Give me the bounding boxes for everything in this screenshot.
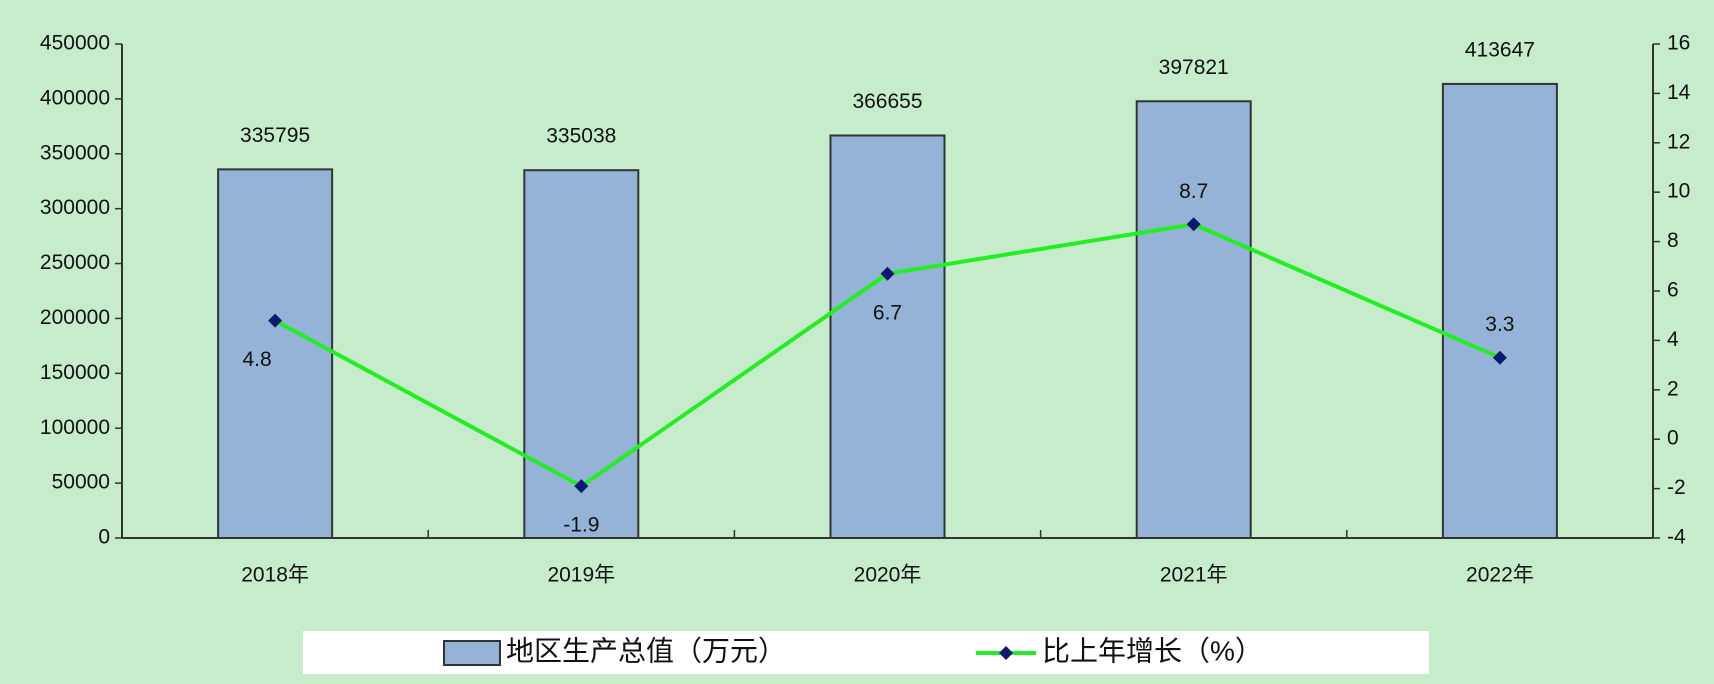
bar-value-label: 397821 xyxy=(1159,56,1229,79)
y-tick-label: 150000 xyxy=(40,361,110,384)
y-tick-label: 300000 xyxy=(40,196,110,219)
x-tick-label: 2020年 xyxy=(854,564,922,587)
y2-tick-label: 0 xyxy=(1667,427,1679,450)
y-tick-label: 350000 xyxy=(40,141,110,164)
y2-tick-label: 14 xyxy=(1667,81,1691,104)
y2-tick-label: -4 xyxy=(1667,526,1686,549)
line-marker xyxy=(880,266,895,281)
x-tick-label: 2019年 xyxy=(547,564,615,587)
line-value-label: 8.7 xyxy=(1179,180,1208,203)
y-tick-label: 250000 xyxy=(40,251,110,274)
y2-tick-label: 6 xyxy=(1667,279,1679,302)
bar xyxy=(217,168,334,539)
legend-label: 比上年增长（%） xyxy=(1042,635,1263,666)
y-tick-label: 50000 xyxy=(52,471,110,494)
y2-tick-label: 12 xyxy=(1667,130,1690,153)
line-marker xyxy=(574,479,589,494)
bar xyxy=(523,169,640,539)
x-tick-label: 2021年 xyxy=(1160,564,1228,587)
bar-value-label: 366655 xyxy=(852,90,922,113)
legend-swatch xyxy=(443,640,501,666)
y2-tick-label: 8 xyxy=(1667,229,1679,252)
x-tick-label: 2018年 xyxy=(241,564,309,587)
y2-tick-label: 10 xyxy=(1667,180,1690,203)
y-tick-label: 450000 xyxy=(40,32,110,55)
bar xyxy=(829,134,946,539)
line-marker xyxy=(268,313,283,328)
y2-tick-label: 4 xyxy=(1667,328,1679,351)
line-value-label: -1.9 xyxy=(563,514,599,537)
legend-label: 地区生产总值（万元） xyxy=(506,635,786,666)
bar xyxy=(1441,82,1558,540)
line-value-label: 3.3 xyxy=(1485,313,1514,336)
y-tick-label: 400000 xyxy=(40,86,110,109)
line-value-label: 4.8 xyxy=(242,348,271,371)
y-tick-label: 200000 xyxy=(40,306,110,329)
y-tick-label: 100000 xyxy=(40,416,110,439)
y2-tick-label: 2 xyxy=(1667,377,1679,400)
line-value-label: 6.7 xyxy=(873,301,902,324)
bar xyxy=(1135,100,1252,539)
x-tick-label: 2022年 xyxy=(1466,564,1534,587)
bar-value-label: 413647 xyxy=(1465,38,1535,61)
y2-tick-label: 16 xyxy=(1667,32,1690,55)
bar-value-label: 335038 xyxy=(546,125,616,148)
line-marker xyxy=(1186,217,1201,232)
line-marker xyxy=(1492,350,1507,365)
legend-marker xyxy=(999,646,1013,660)
y2-tick-label: -2 xyxy=(1667,476,1686,499)
y-tick-label: 0 xyxy=(98,526,110,549)
bar-value-label: 335795 xyxy=(240,124,310,147)
